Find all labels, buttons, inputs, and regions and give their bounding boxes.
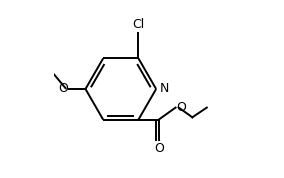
Text: N: N bbox=[160, 82, 169, 95]
Text: O: O bbox=[58, 82, 68, 96]
Text: O: O bbox=[154, 142, 164, 155]
Text: O: O bbox=[176, 101, 186, 114]
Text: Cl: Cl bbox=[132, 18, 145, 31]
